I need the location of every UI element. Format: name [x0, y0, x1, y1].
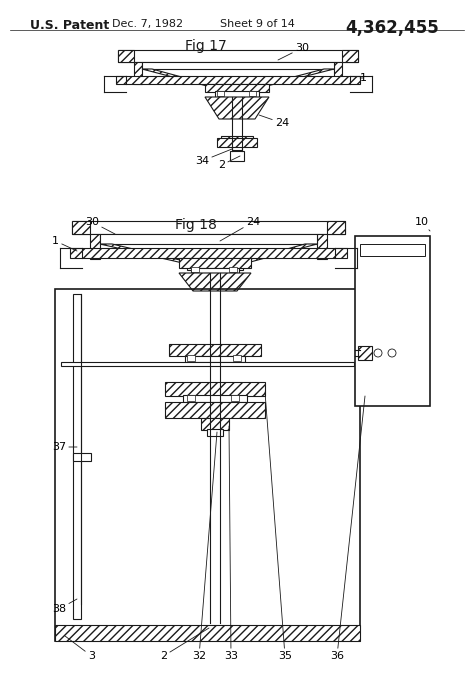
Bar [118, 50, 134, 62]
Text: Fig 17: Fig 17 [185, 39, 227, 53]
Text: Sheet 9 of 14: Sheet 9 of 14 [220, 19, 295, 29]
Bar [215, 91, 259, 97]
Bar [317, 234, 327, 259]
Circle shape [361, 349, 369, 357]
Bar [201, 418, 229, 430]
Bar [73, 453, 91, 461]
Bar [55, 625, 360, 641]
Bar [70, 248, 347, 258]
Bar [165, 402, 265, 418]
Text: 37: 37 [52, 442, 77, 452]
Text: 24: 24 [259, 115, 289, 128]
Bar [207, 86, 267, 91]
Bar [73, 294, 81, 619]
Bar [72, 221, 90, 234]
Text: 2: 2 [218, 156, 240, 170]
Text: 4,362,455: 4,362,455 [345, 19, 439, 37]
Bar [142, 62, 334, 69]
Bar [55, 289, 360, 641]
Bar [191, 268, 239, 273]
Bar [185, 356, 245, 362]
Bar [187, 264, 243, 270]
Bar [205, 84, 269, 92]
Bar [187, 395, 195, 401]
Text: 36: 36 [330, 396, 365, 661]
Bar [61, 362, 354, 366]
Bar [100, 234, 317, 244]
Text: 33: 33 [224, 426, 238, 661]
Polygon shape [259, 69, 334, 86]
Text: 38: 38 [52, 599, 77, 614]
Bar [327, 221, 345, 234]
Circle shape [388, 349, 396, 357]
Bar [327, 221, 345, 234]
Text: U.S. Patent: U.S. Patent [30, 19, 109, 32]
Polygon shape [233, 244, 317, 264]
Bar [342, 50, 358, 62]
Bar [217, 138, 257, 147]
Bar [249, 91, 256, 96]
Text: 30: 30 [278, 43, 309, 60]
Bar [221, 136, 253, 144]
Text: 1: 1 [52, 236, 77, 251]
Text: Dec. 7, 1982: Dec. 7, 1982 [112, 19, 183, 29]
Polygon shape [179, 273, 251, 291]
Bar [118, 50, 134, 62]
Bar [217, 91, 224, 96]
Bar [165, 382, 265, 396]
Text: Fig 18: Fig 18 [175, 218, 217, 232]
Bar [187, 355, 195, 361]
Bar [342, 50, 358, 62]
Bar [179, 258, 251, 268]
Bar [231, 395, 239, 401]
Bar [207, 429, 223, 436]
Bar [118, 50, 358, 62]
Text: 10: 10 [415, 217, 430, 231]
Polygon shape [205, 97, 269, 119]
Text: 24: 24 [220, 217, 260, 241]
Bar [191, 267, 199, 272]
Bar [183, 395, 247, 402]
Bar [169, 344, 261, 356]
Bar [230, 151, 244, 161]
Bar [358, 346, 372, 360]
Polygon shape [100, 244, 197, 264]
Bar [334, 62, 342, 84]
Text: 30: 30 [85, 217, 115, 234]
Text: 2: 2 [160, 628, 209, 661]
Bar [360, 244, 425, 256]
Bar [72, 221, 90, 234]
Text: 3: 3 [65, 636, 95, 661]
Bar [355, 236, 430, 406]
Bar [72, 221, 345, 234]
Bar [134, 62, 142, 84]
Bar [229, 267, 237, 272]
Text: 1: 1 [360, 73, 367, 83]
Text: 32: 32 [192, 432, 217, 661]
Bar [232, 143, 242, 150]
Text: 34: 34 [195, 149, 232, 166]
Circle shape [374, 349, 382, 357]
Bar [233, 355, 241, 361]
Bar [116, 76, 360, 84]
Bar [90, 234, 100, 259]
Text: 35: 35 [265, 392, 292, 661]
Polygon shape [142, 69, 215, 86]
